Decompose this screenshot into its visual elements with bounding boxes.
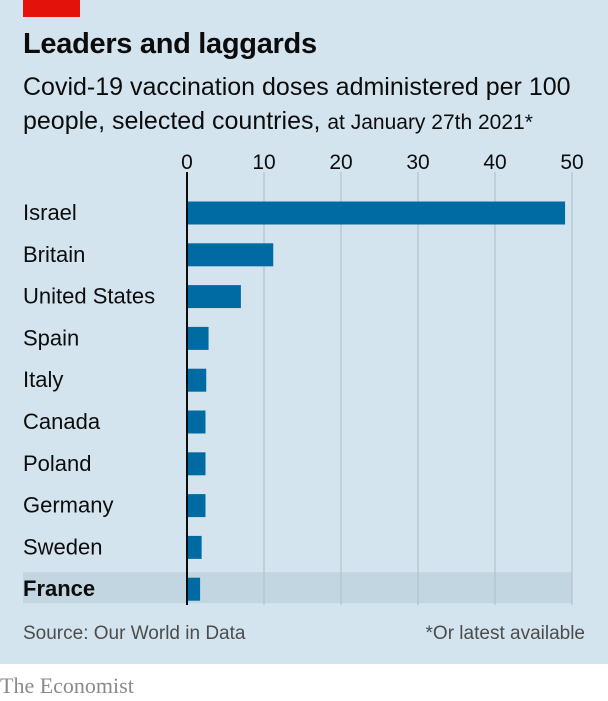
x-tick-label: 20 bbox=[329, 151, 352, 174]
bar bbox=[187, 326, 209, 350]
subtitle-date-note: at January 27th 2021* bbox=[327, 111, 533, 134]
economist-logo: The Economist bbox=[0, 673, 134, 698]
subtitle-main: Covid-19 vaccination doses administered … bbox=[23, 73, 571, 135]
category-label: Canada bbox=[23, 409, 101, 434]
category-label: Germany bbox=[23, 493, 113, 518]
bar-chart: 0 10 20 30 40 50 Israel Britain United States Spa… bbox=[23, 151, 584, 605]
bar bbox=[187, 368, 207, 392]
category-label: Sweden bbox=[23, 534, 103, 559]
x-tick-label: 40 bbox=[483, 151, 506, 174]
bar bbox=[187, 535, 202, 559]
x-tick-label: 0 bbox=[181, 151, 193, 174]
highlight-band bbox=[23, 572, 572, 604]
category-label: Britain bbox=[23, 242, 85, 267]
bar bbox=[187, 452, 206, 476]
bar bbox=[187, 201, 566, 225]
x-tick-label: 30 bbox=[406, 151, 429, 174]
chart-panel bbox=[0, 0, 608, 664]
category-label: France bbox=[23, 576, 95, 601]
category-label: Italy bbox=[23, 367, 63, 392]
bar bbox=[187, 494, 206, 518]
category-label: Poland bbox=[23, 451, 92, 476]
bar bbox=[187, 410, 206, 434]
chart-title: Leaders and laggards bbox=[23, 28, 317, 60]
footnote: *Or latest available bbox=[425, 623, 585, 644]
source-note: Source: Our World in Data bbox=[23, 623, 246, 644]
bar bbox=[187, 285, 241, 309]
category-label: Spain bbox=[23, 325, 79, 350]
category-label: United States bbox=[23, 284, 155, 309]
bar bbox=[187, 243, 274, 267]
x-tick-label: 50 bbox=[560, 151, 583, 174]
x-tick-label: 10 bbox=[252, 151, 275, 174]
bar bbox=[187, 577, 201, 601]
chart-subtitle: Covid-19 vaccination doses administered … bbox=[23, 70, 598, 140]
category-label: Israel bbox=[23, 200, 77, 225]
brand-red-tag bbox=[23, 0, 80, 17]
